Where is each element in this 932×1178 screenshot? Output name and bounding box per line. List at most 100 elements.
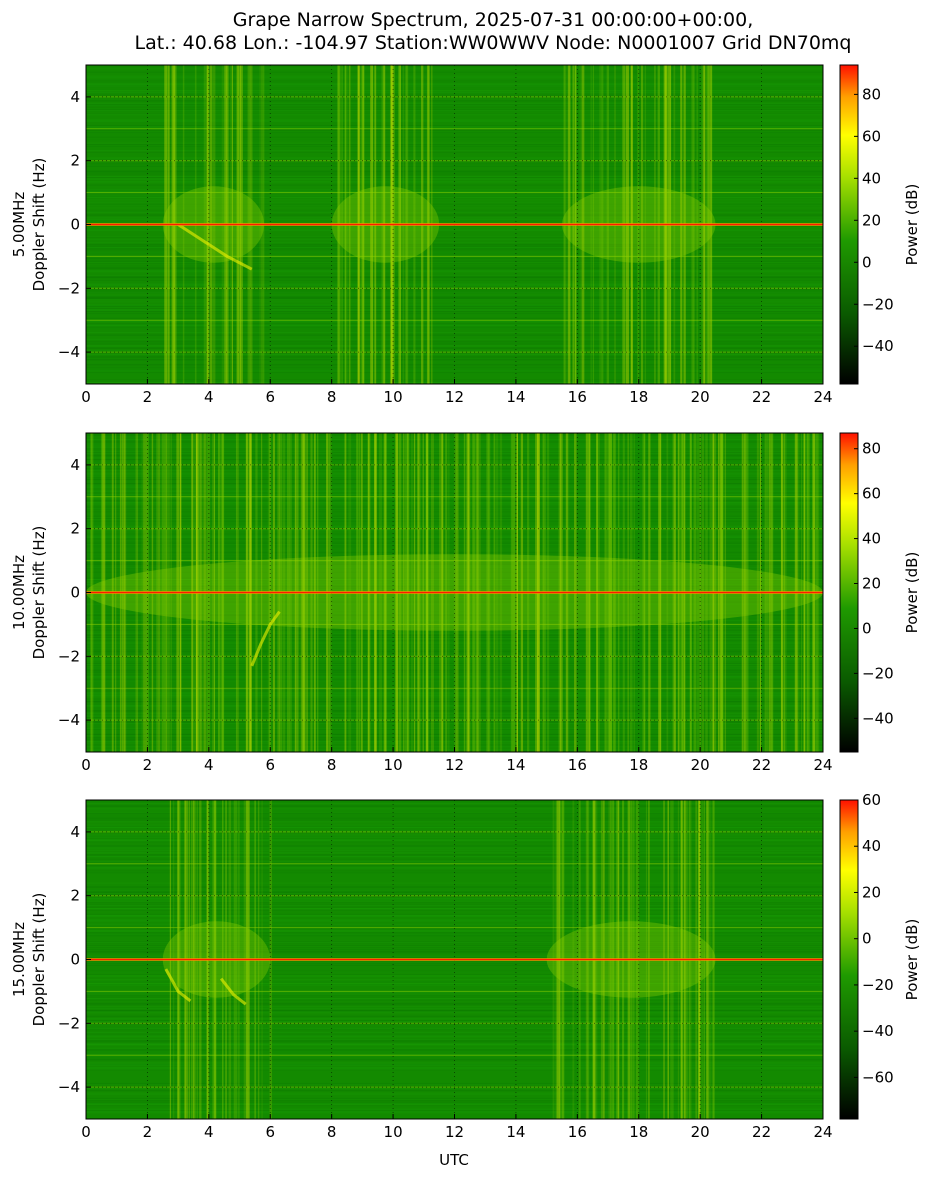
x-axis-label: UTC bbox=[439, 1151, 469, 1169]
x-tick-label: 12 bbox=[445, 388, 464, 406]
x-tick-label: 22 bbox=[752, 388, 771, 406]
colorbar bbox=[839, 432, 859, 753]
y-tick-label: 2 bbox=[70, 152, 80, 170]
colorbar-tick-label: 80 bbox=[862, 440, 881, 458]
y-tick-label: 0 bbox=[70, 584, 80, 602]
colorbar-tick-label: −40 bbox=[862, 709, 894, 727]
y-tick-label: −2 bbox=[58, 1014, 80, 1032]
heatmap-area bbox=[86, 433, 823, 752]
colorbar-tick-label: 60 bbox=[862, 127, 881, 145]
y-axis-label: Doppler Shift (Hz) bbox=[30, 526, 48, 660]
x-tick-label: 6 bbox=[265, 388, 275, 406]
y-tick-label: 4 bbox=[70, 456, 80, 474]
x-tick-label: 4 bbox=[204, 388, 214, 406]
y-tick-label: −4 bbox=[58, 711, 80, 729]
x-tick-label: 2 bbox=[143, 756, 153, 774]
y-tick-label: −4 bbox=[58, 343, 80, 361]
colorbar bbox=[839, 64, 859, 385]
x-tick-label: 0 bbox=[81, 756, 91, 774]
x-tick-label: 6 bbox=[265, 756, 275, 774]
colorbar-tick-label: 40 bbox=[862, 169, 881, 187]
colorbar-label: Power (dB) bbox=[903, 552, 921, 634]
colorbar-tick-label: 20 bbox=[862, 211, 881, 229]
x-tick-label: 10 bbox=[384, 388, 403, 406]
x-tick-label: 2 bbox=[143, 1123, 153, 1141]
y-axis-label: Doppler Shift (Hz) bbox=[30, 158, 48, 292]
panel-frequency-label: 5.00MHz bbox=[10, 192, 28, 258]
colorbar-tick-label: 0 bbox=[862, 619, 872, 637]
colorbar-tick-label: −60 bbox=[862, 1068, 894, 1086]
x-tick-label: 8 bbox=[327, 1123, 337, 1141]
x-tick-label: 14 bbox=[506, 388, 525, 406]
x-tick-label: 24 bbox=[813, 388, 832, 406]
colorbar-tick-label: −20 bbox=[862, 295, 894, 313]
x-tick-label: 14 bbox=[506, 1123, 525, 1141]
colorbar-tick-label: 80 bbox=[862, 85, 881, 103]
colorbar-tick-label: −40 bbox=[862, 1022, 894, 1040]
y-axis-label: Doppler Shift (Hz) bbox=[30, 893, 48, 1027]
x-tick-label: 12 bbox=[445, 756, 464, 774]
y-tick-label: 2 bbox=[70, 887, 80, 905]
colorbar-tick-label: −20 bbox=[862, 976, 894, 994]
y-tick-label: 2 bbox=[70, 520, 80, 538]
heatmap-area bbox=[86, 65, 823, 384]
colorbar-tick-label: −20 bbox=[862, 664, 894, 682]
y-tick-label: 0 bbox=[70, 216, 80, 234]
x-tick-label: 24 bbox=[813, 1123, 832, 1141]
x-tick-label: 20 bbox=[691, 388, 710, 406]
x-tick-label: 0 bbox=[81, 388, 91, 406]
x-tick-label: 8 bbox=[327, 388, 337, 406]
panel-frequency-label: 10.00MHz bbox=[10, 555, 28, 630]
x-tick-label: 22 bbox=[752, 1123, 771, 1141]
doppler-trace bbox=[250, 610, 281, 667]
colorbar-tick-label: 20 bbox=[862, 883, 881, 901]
x-tick-label: 18 bbox=[629, 756, 648, 774]
figure-title-line2: Lat.: 40.68 Lon.: -104.97 Station:WW0WWV… bbox=[135, 32, 852, 54]
doppler-trace bbox=[164, 968, 192, 1003]
x-tick-label: 20 bbox=[691, 1123, 710, 1141]
x-tick-label: 2 bbox=[143, 388, 153, 406]
x-tick-label: 6 bbox=[265, 1123, 275, 1141]
colorbar-tick-label: 60 bbox=[862, 485, 881, 503]
colorbar-tick-label: 0 bbox=[862, 930, 872, 948]
y-tick-label: −2 bbox=[58, 647, 80, 665]
colorbar-tick-label: 60 bbox=[862, 791, 881, 809]
x-tick-label: 22 bbox=[752, 756, 771, 774]
heatmap-area bbox=[86, 800, 823, 1119]
colorbar-tick-label: 20 bbox=[862, 575, 881, 593]
y-tick-label: 4 bbox=[70, 823, 80, 841]
x-tick-label: 18 bbox=[629, 1123, 648, 1141]
doppler-trace bbox=[177, 223, 253, 271]
x-tick-label: 18 bbox=[629, 388, 648, 406]
x-tick-label: 0 bbox=[81, 1123, 91, 1141]
colorbar bbox=[839, 799, 859, 1120]
x-tick-label: 12 bbox=[445, 1123, 464, 1141]
y-tick-label: −2 bbox=[58, 279, 80, 297]
y-tick-label: 4 bbox=[70, 88, 80, 106]
x-tick-label: 14 bbox=[506, 756, 525, 774]
doppler-trace bbox=[219, 977, 247, 1006]
figure-title-line1: Grape Narrow Spectrum, 2025-07-31 00:00:… bbox=[233, 9, 754, 31]
colorbar-tick-label: 40 bbox=[862, 837, 881, 855]
x-tick-label: 16 bbox=[568, 1123, 587, 1141]
x-tick-label: 10 bbox=[384, 1123, 403, 1141]
x-tick-label: 24 bbox=[813, 756, 832, 774]
colorbar-label: Power (dB) bbox=[903, 919, 921, 1001]
x-tick-label: 10 bbox=[384, 756, 403, 774]
x-tick-label: 20 bbox=[691, 756, 710, 774]
x-tick-label: 4 bbox=[204, 1123, 214, 1141]
x-tick-label: 16 bbox=[568, 756, 587, 774]
x-tick-label: 4 bbox=[204, 756, 214, 774]
panel-frequency-label: 15.00MHz bbox=[10, 922, 28, 997]
colorbar-tick-label: −40 bbox=[862, 337, 894, 355]
y-tick-label: 0 bbox=[70, 951, 80, 969]
colorbar-tick-label: 0 bbox=[862, 253, 872, 271]
colorbar-label: Power (dB) bbox=[903, 184, 921, 266]
colorbar-tick-label: 40 bbox=[862, 530, 881, 548]
x-tick-label: 8 bbox=[327, 756, 337, 774]
